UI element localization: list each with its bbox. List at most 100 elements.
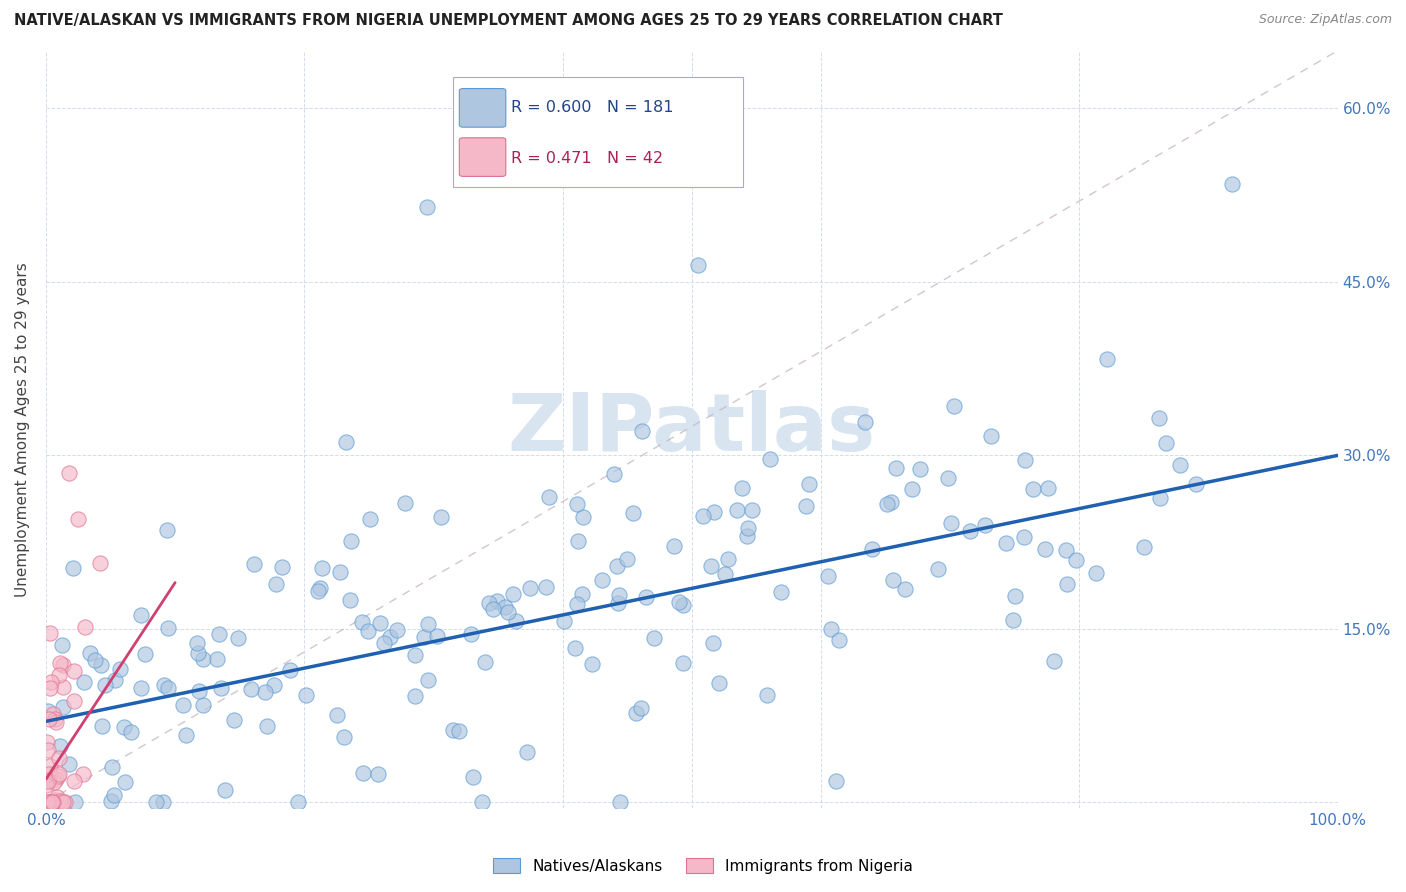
- Point: [630, 700, 652, 714]
- Point: [63, 664, 86, 678]
- Point: [416, 200, 439, 214]
- Point: [240, 681, 263, 696]
- Point: [208, 627, 231, 641]
- Text: R = 0.600   N = 181: R = 0.600 N = 181: [510, 100, 673, 115]
- Text: R = 0.471   N = 42: R = 0.471 N = 42: [510, 152, 664, 167]
- Point: [1012, 530, 1035, 544]
- Point: [188, 684, 211, 698]
- Point: [266, 577, 288, 591]
- Point: [45, 772, 67, 786]
- Point: [84, 653, 107, 667]
- Point: [980, 429, 1002, 443]
- Point: [688, 258, 710, 272]
- Point: [668, 595, 690, 609]
- Point: [471, 795, 494, 809]
- Point: [974, 518, 997, 533]
- Point: [340, 533, 363, 548]
- Point: [385, 624, 408, 638]
- Point: [214, 783, 236, 797]
- Point: [52, 680, 75, 694]
- Point: [1014, 453, 1036, 467]
- Point: [46, 789, 69, 804]
- Point: [37, 704, 59, 718]
- Point: [35, 735, 58, 749]
- Point: [1042, 654, 1064, 668]
- Point: [52, 657, 75, 672]
- Point: [607, 596, 630, 610]
- Point: [631, 424, 654, 438]
- Point: [38, 767, 60, 781]
- Point: [35, 795, 58, 809]
- Point: [205, 652, 228, 666]
- Point: [186, 636, 208, 650]
- Point: [193, 652, 215, 666]
- Point: [72, 766, 94, 780]
- Point: [373, 635, 395, 649]
- Point: [994, 535, 1017, 549]
- Point: [38, 681, 60, 695]
- Point: [1036, 481, 1059, 495]
- Point: [104, 673, 127, 687]
- Point: [42, 775, 65, 789]
- Point: [187, 646, 209, 660]
- Point: [882, 574, 904, 588]
- Point: [278, 664, 301, 678]
- Point: [1133, 540, 1156, 554]
- Point: [41, 707, 63, 722]
- Point: [884, 461, 907, 475]
- Point: [1185, 476, 1208, 491]
- Point: [713, 567, 735, 582]
- Point: [860, 542, 883, 557]
- Point: [157, 622, 180, 636]
- Point: [339, 592, 361, 607]
- Point: [672, 656, 695, 670]
- Point: [1035, 541, 1057, 556]
- Point: [516, 745, 538, 759]
- Point: [536, 580, 558, 594]
- Point: [756, 688, 779, 702]
- Point: [416, 617, 439, 632]
- Point: [172, 698, 194, 712]
- Text: NATIVE/ALASKAN VS IMMIGRANTS FROM NIGERIA UNEMPLOYMENT AMONG AGES 25 TO 29 YEARS: NATIVE/ALASKAN VS IMMIGRANTS FROM NIGERI…: [14, 13, 1002, 29]
- Point: [482, 601, 505, 615]
- Point: [38, 795, 60, 809]
- Point: [1149, 410, 1171, 425]
- Point: [702, 636, 724, 650]
- Point: [263, 678, 285, 692]
- Point: [367, 767, 389, 781]
- Point: [700, 559, 723, 574]
- Point: [908, 461, 931, 475]
- Point: [368, 616, 391, 631]
- Point: [94, 678, 117, 692]
- Point: [1168, 458, 1191, 473]
- Point: [39, 758, 62, 772]
- Point: [591, 573, 613, 587]
- Point: [114, 775, 136, 789]
- Point: [360, 511, 382, 525]
- Point: [270, 560, 292, 574]
- Point: [62, 561, 84, 575]
- Point: [243, 557, 266, 571]
- Point: [404, 648, 426, 663]
- Point: [624, 706, 647, 720]
- Point: [329, 566, 352, 580]
- Point: [1056, 577, 1078, 591]
- Point: [1084, 566, 1107, 581]
- Point: [621, 507, 644, 521]
- Y-axis label: Unemployment Among Ages 25 to 29 years: Unemployment Among Ages 25 to 29 years: [15, 262, 30, 597]
- Point: [226, 632, 249, 646]
- Point: [565, 498, 588, 512]
- Point: [51, 638, 73, 652]
- Point: [426, 629, 449, 643]
- Point: [48, 751, 70, 765]
- Point: [581, 657, 603, 671]
- Point: [112, 720, 135, 734]
- Point: [48, 766, 70, 780]
- Point: [63, 795, 86, 809]
- Point: [519, 581, 541, 595]
- Point: [404, 689, 426, 703]
- Point: [311, 561, 333, 575]
- Point: [820, 622, 842, 636]
- Point: [156, 523, 179, 537]
- Point: [474, 655, 496, 669]
